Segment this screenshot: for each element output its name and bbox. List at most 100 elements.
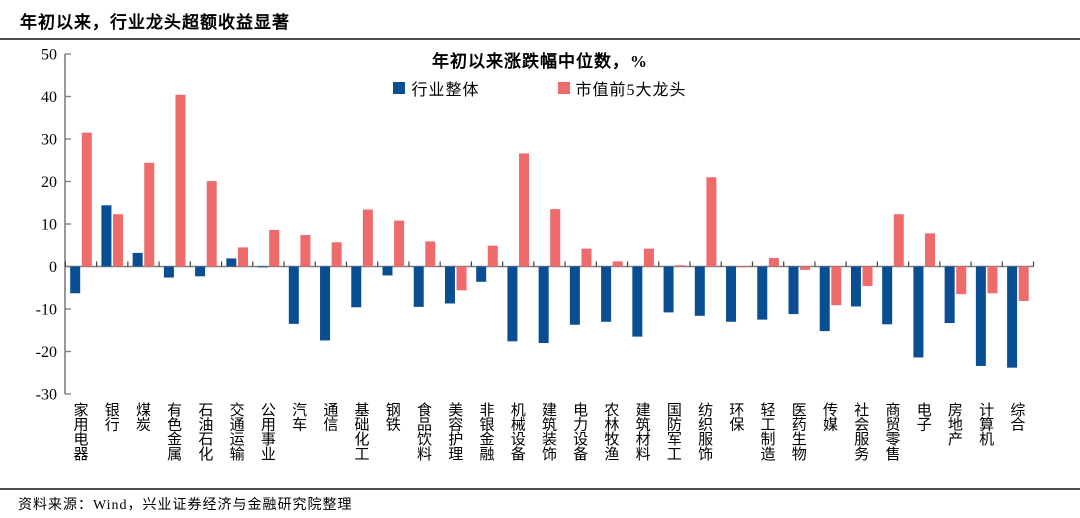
bar <box>487 245 498 267</box>
bar <box>320 266 331 341</box>
bar <box>132 252 143 267</box>
bar <box>351 266 362 308</box>
x-category-label: 医药生物 <box>792 403 807 463</box>
x-category-label: 银行 <box>105 402 120 434</box>
bar <box>101 205 112 267</box>
bar <box>987 266 998 294</box>
legend-label-industry-overall: 行业整体 <box>411 82 480 99</box>
x-category-label: 电子 <box>917 402 932 434</box>
bar <box>737 266 748 268</box>
bar <box>913 266 924 358</box>
x-category-label: 非银金融 <box>479 402 494 463</box>
top-divider <box>0 38 1080 40</box>
bar <box>382 266 393 276</box>
x-category-label: 环保 <box>729 403 744 434</box>
legend-swatch-red <box>557 82 570 94</box>
bar <box>175 94 186 267</box>
x-category-label: 食品饮料 <box>417 402 432 463</box>
x-category-label: 石油石化 <box>198 403 213 463</box>
bar <box>643 248 654 267</box>
bar <box>507 266 518 342</box>
bar <box>226 258 237 267</box>
x-category-label: 煤炭 <box>136 402 151 434</box>
bar <box>538 266 549 343</box>
bar <box>882 266 893 325</box>
y-tick-label: -20 <box>36 344 57 361</box>
bar <box>675 265 686 267</box>
bar <box>831 266 842 306</box>
bar <box>768 258 779 267</box>
legend-swatch-blue <box>393 82 406 94</box>
bar <box>632 266 643 337</box>
bar <box>893 214 904 267</box>
x-category-label: 综合 <box>1010 402 1025 434</box>
figure-title: 年初以来，行业龙头超额收益显著 <box>20 13 290 32</box>
y-tick-label: -10 <box>36 302 57 319</box>
x-category-label: 建筑材料 <box>636 402 651 463</box>
bar <box>925 233 936 267</box>
legend-label-top5-leaders: 市值前5大龙头 <box>575 82 687 99</box>
bar <box>612 261 623 267</box>
bar <box>331 242 342 267</box>
bar <box>300 235 311 267</box>
chart-legend: 行业整体 市值前5大龙头 <box>0 76 1080 100</box>
bar <box>956 266 967 295</box>
x-category-label: 汽车 <box>292 402 307 434</box>
y-tick-label: 50 <box>41 47 57 64</box>
x-category-label: 交通运输 <box>230 401 245 463</box>
bar <box>144 162 155 267</box>
x-category-label: 房地产 <box>948 402 963 448</box>
bar <box>663 266 674 313</box>
x-category-label: 机械设备 <box>511 402 526 463</box>
bar <box>726 266 737 322</box>
y-tick-label: 10 <box>41 217 57 234</box>
bar <box>257 266 268 268</box>
source-note: 资料来源：Wind，兴业证券经济与金融研究院整理 <box>18 498 353 513</box>
bar <box>1007 266 1018 368</box>
bar <box>81 132 92 267</box>
bar <box>362 209 373 267</box>
y-tick-label: 20 <box>41 174 57 191</box>
bar <box>70 266 81 294</box>
x-category-label: 建筑装饰 <box>542 402 557 463</box>
bar <box>862 266 873 287</box>
x-category-label: 有色金属 <box>167 402 182 463</box>
bar <box>706 177 717 267</box>
bar <box>113 214 124 267</box>
bar <box>476 266 487 282</box>
bar <box>601 266 612 322</box>
legend-item-industry-overall: 行业整体 <box>393 76 479 100</box>
x-category-label: 家用电器 <box>73 402 88 463</box>
x-category-label: 美容护理 <box>448 402 463 463</box>
bar <box>269 229 280 267</box>
bar <box>944 266 955 324</box>
x-category-label: 轻工制造 <box>761 402 776 463</box>
bar <box>195 266 206 277</box>
bar <box>694 266 705 316</box>
x-category-label: 传媒 <box>823 402 838 434</box>
bar <box>850 266 861 307</box>
x-category-label: 电力设备 <box>573 402 588 463</box>
bottom-divider <box>0 488 1080 490</box>
bar <box>800 266 811 270</box>
x-category-label: 纺织服饰 <box>698 402 713 463</box>
x-category-label: 农林牧渔 <box>604 402 619 463</box>
y-tick-label: -30 <box>36 387 57 404</box>
bar <box>569 266 580 325</box>
bar <box>288 266 299 324</box>
bar <box>425 241 436 267</box>
bar <box>581 248 592 267</box>
x-category-label: 国防军工 <box>667 402 682 463</box>
x-category-label: 公用事业 <box>261 403 276 463</box>
legend-item-top5-leaders: 市值前5大龙头 <box>557 76 687 100</box>
bar <box>206 181 217 267</box>
x-category-label: 钢铁 <box>386 402 401 434</box>
bar <box>163 266 174 278</box>
bar <box>550 209 561 267</box>
x-category-label: 商贸零售 <box>885 402 900 463</box>
bar <box>456 266 467 291</box>
bar <box>975 266 986 366</box>
bar <box>444 266 455 304</box>
